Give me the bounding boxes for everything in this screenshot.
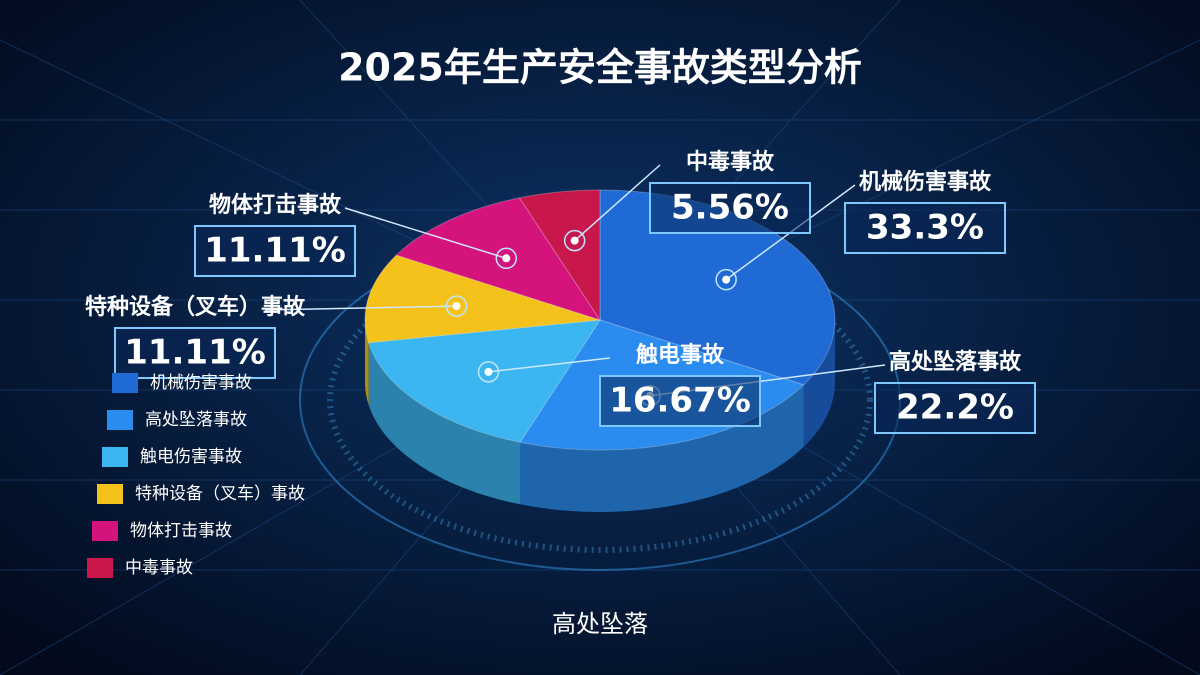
slice-label: 机械伤害事故 <box>859 169 992 195</box>
value-box <box>194 225 356 277</box>
value-box <box>844 202 1006 254</box>
callout-dot <box>502 254 511 263</box>
callout-dot <box>452 302 461 311</box>
legend-swatch <box>92 521 118 541</box>
legend-swatch <box>107 410 133 430</box>
data-label: 11.11% <box>204 231 346 271</box>
slice-side <box>368 342 521 505</box>
legend-swatch <box>87 558 113 578</box>
pie-slice <box>364 254 601 344</box>
data-label: 11.11% <box>124 333 266 373</box>
legend-swatch <box>112 373 138 393</box>
callout-line <box>574 164 661 242</box>
slice-label: 物体打击事故 <box>209 192 342 218</box>
callout-dot-ring <box>477 361 500 383</box>
legend-label: 物体打击事故 <box>130 521 232 541</box>
value-box <box>114 327 276 379</box>
value-box <box>874 382 1036 434</box>
pie-slice <box>395 197 602 321</box>
data-label: 22.2% <box>896 388 1014 428</box>
slice-side <box>365 320 369 405</box>
value-box <box>649 182 811 234</box>
slice-label: 高处坠落事故 <box>889 349 1022 375</box>
callout-line <box>488 357 611 373</box>
legend-label: 高处坠落事故 <box>145 410 247 430</box>
caption: 高处坠落 <box>552 610 648 638</box>
legend-label: 中毒事故 <box>125 558 193 578</box>
callout-dot <box>570 236 579 245</box>
slice-side <box>520 384 804 512</box>
slice-label: 中毒事故 <box>686 149 775 175</box>
callout-line <box>264 305 457 311</box>
callout-dot-ring <box>715 268 737 291</box>
legend-swatch <box>97 484 123 504</box>
legend-label: 机械伤害事故 <box>150 373 252 393</box>
data-label: 16.67% <box>609 381 751 421</box>
value-box <box>599 375 761 427</box>
callout-dot <box>484 367 493 376</box>
data-label: 33.3% <box>866 208 984 248</box>
callout-dot <box>722 275 731 284</box>
data-label: 5.56% <box>671 188 789 228</box>
callout-dot-ring <box>563 229 586 252</box>
slice-label: 触电事故 <box>636 342 725 368</box>
callout-dot-ring <box>495 247 518 270</box>
callout-dot-ring <box>445 295 468 317</box>
legend-label: 特种设备（叉车）事故 <box>135 484 305 504</box>
pie-slice <box>518 189 601 322</box>
slice-label: 特种设备（叉车）事故 <box>85 294 306 320</box>
legend-label: 触电伤害事故 <box>140 447 242 467</box>
slice-side <box>803 320 835 447</box>
legend-swatch <box>102 447 128 467</box>
callout-line <box>344 207 507 260</box>
chart-title: 2025年生产安全事故类型分析 <box>338 46 862 90</box>
